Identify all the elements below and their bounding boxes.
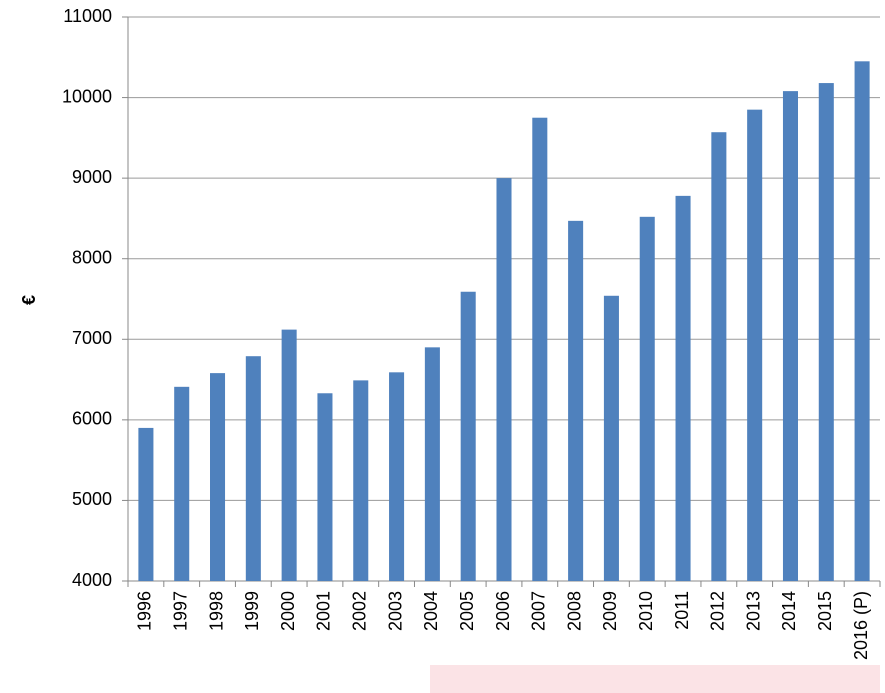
x-tick-label: 2011 [672, 591, 692, 630]
bar [711, 132, 726, 581]
x-tick-label: 2012 [708, 591, 728, 631]
bar [640, 217, 655, 581]
bar [210, 373, 225, 581]
bar [783, 91, 798, 581]
bar [317, 393, 332, 581]
y-tick-label: 5000 [72, 489, 112, 509]
bar [389, 372, 404, 581]
y-tick-label: 4000 [72, 570, 112, 590]
x-tick-label: 2003 [385, 591, 405, 631]
bar [138, 428, 153, 581]
x-tick-label: 2010 [636, 591, 656, 631]
bar [353, 380, 368, 581]
background-decoration [430, 665, 880, 693]
bar [174, 387, 189, 581]
x-tick-label: 2006 [493, 591, 513, 631]
x-tick-label: 1997 [170, 591, 190, 631]
x-tick-label: 1996 [135, 591, 155, 631]
x-tick-label: 2005 [457, 591, 477, 631]
x-tick-label: 2002 [350, 591, 370, 631]
x-tick-label: 1999 [242, 591, 262, 631]
bar [568, 221, 583, 581]
y-tick-label: 7000 [72, 328, 112, 348]
x-tick-label: 2015 [815, 591, 835, 631]
x-tick-label: 2009 [600, 591, 620, 631]
bar [425, 347, 440, 581]
y-tick-label: 10000 [62, 86, 112, 106]
x-tick-label: 2004 [421, 591, 441, 631]
bar [855, 61, 870, 581]
y-tick-label: 8000 [72, 247, 112, 267]
bar [676, 196, 691, 581]
x-tick-label: 2001 [314, 591, 334, 631]
y-tick-label: 6000 [72, 409, 112, 429]
x-tick-label: 2008 [564, 591, 584, 631]
bar [461, 292, 476, 581]
bar [819, 83, 834, 581]
x-tick-label: 2007 [529, 591, 549, 631]
y-tick-label: 9000 [72, 167, 112, 187]
x-tick-label: 2016 (P) [851, 591, 871, 660]
y-axis-label: € [19, 295, 39, 305]
bar [747, 110, 762, 581]
bar [604, 296, 619, 581]
bar [496, 178, 511, 581]
bar [246, 356, 261, 581]
chart: € 4000 5000 6000 7000 8000 9000 10000 11000 1996… [0, 0, 885, 693]
bar [532, 118, 547, 581]
y-tick-label: 11000 [63, 6, 112, 26]
bar [282, 330, 297, 581]
x-tick-label: 1998 [206, 591, 226, 631]
x-tick-label: 2014 [779, 591, 799, 631]
x-tick-label: 2013 [743, 591, 763, 631]
x-tick-label: 2000 [278, 591, 298, 631]
